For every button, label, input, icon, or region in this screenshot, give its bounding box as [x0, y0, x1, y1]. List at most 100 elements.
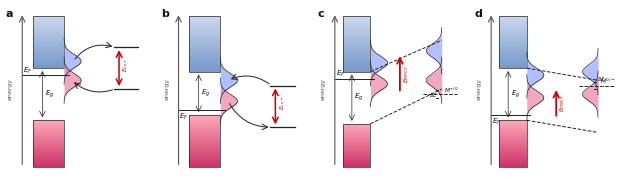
- Text: $E_F$: $E_F$: [492, 117, 501, 127]
- Bar: [33, 51, 64, 53]
- Bar: [343, 20, 371, 22]
- Bar: [190, 16, 220, 18]
- Bar: [499, 166, 527, 167]
- Bar: [190, 68, 220, 70]
- Bar: [499, 152, 527, 153]
- Bar: [343, 66, 371, 68]
- Bar: [499, 58, 527, 59]
- Bar: [33, 133, 64, 134]
- Bar: [499, 147, 527, 148]
- Bar: [343, 22, 371, 23]
- Bar: [33, 161, 64, 163]
- Bar: [190, 64, 220, 66]
- Bar: [343, 61, 371, 62]
- Bar: [190, 18, 220, 20]
- Bar: [190, 40, 220, 42]
- Bar: [190, 36, 220, 38]
- Bar: [499, 159, 527, 161]
- Bar: [190, 145, 220, 146]
- Bar: [499, 59, 527, 61]
- Bar: [343, 166, 371, 167]
- Bar: [499, 16, 527, 68]
- Bar: [343, 46, 371, 48]
- Bar: [499, 53, 527, 54]
- Bar: [190, 155, 220, 157]
- Bar: [499, 49, 527, 51]
- Bar: [33, 19, 64, 21]
- Bar: [343, 148, 371, 150]
- Bar: [343, 42, 371, 44]
- Bar: [33, 155, 64, 156]
- Bar: [190, 160, 220, 162]
- Bar: [343, 59, 371, 61]
- Bar: [190, 166, 220, 167]
- Bar: [343, 36, 371, 38]
- Bar: [499, 142, 527, 144]
- Bar: [190, 127, 220, 129]
- Bar: [343, 124, 371, 167]
- Bar: [33, 163, 64, 164]
- Bar: [33, 156, 64, 158]
- Bar: [33, 37, 64, 39]
- Bar: [190, 164, 220, 166]
- Bar: [33, 58, 64, 59]
- Bar: [499, 137, 527, 139]
- Bar: [33, 25, 64, 26]
- Text: d: d: [474, 9, 482, 19]
- Bar: [499, 156, 527, 158]
- Bar: [190, 162, 220, 164]
- Bar: [499, 37, 527, 39]
- Text: energy: energy: [477, 78, 482, 100]
- Bar: [33, 26, 64, 28]
- Bar: [343, 124, 371, 125]
- Bar: [190, 44, 220, 46]
- Bar: [343, 144, 371, 145]
- Bar: [499, 127, 527, 128]
- Bar: [33, 136, 64, 137]
- Bar: [343, 137, 371, 138]
- Bar: [343, 127, 371, 128]
- Bar: [190, 29, 220, 31]
- Bar: [343, 145, 371, 147]
- Bar: [33, 153, 64, 155]
- Bar: [190, 59, 220, 61]
- Bar: [343, 18, 371, 20]
- Bar: [33, 137, 64, 139]
- Bar: [343, 27, 371, 29]
- Bar: [190, 62, 220, 64]
- Bar: [190, 66, 220, 68]
- Bar: [33, 61, 64, 63]
- Bar: [190, 115, 220, 167]
- Bar: [499, 131, 527, 133]
- Bar: [499, 128, 527, 130]
- Bar: [343, 135, 371, 137]
- Bar: [190, 22, 220, 23]
- Bar: [33, 130, 64, 131]
- Bar: [33, 44, 64, 46]
- Bar: [33, 23, 64, 25]
- Bar: [499, 56, 527, 58]
- Bar: [499, 120, 527, 122]
- Bar: [499, 150, 527, 152]
- Bar: [33, 127, 64, 128]
- Bar: [343, 33, 371, 35]
- Bar: [499, 141, 527, 142]
- Bar: [499, 18, 527, 19]
- Bar: [343, 38, 371, 40]
- Bar: [499, 122, 527, 123]
- Bar: [190, 120, 220, 122]
- Bar: [343, 131, 371, 132]
- Bar: [190, 129, 220, 131]
- Bar: [33, 152, 64, 153]
- Bar: [33, 42, 64, 44]
- Bar: [499, 158, 527, 159]
- Bar: [343, 44, 371, 46]
- Bar: [33, 46, 64, 47]
- Bar: [343, 138, 371, 140]
- Bar: [190, 27, 220, 29]
- Bar: [33, 28, 64, 30]
- Bar: [190, 117, 220, 119]
- Bar: [343, 141, 371, 143]
- Text: $E_F$: $E_F$: [335, 69, 345, 79]
- Text: $\Delta E$: $\Delta E$: [428, 91, 438, 99]
